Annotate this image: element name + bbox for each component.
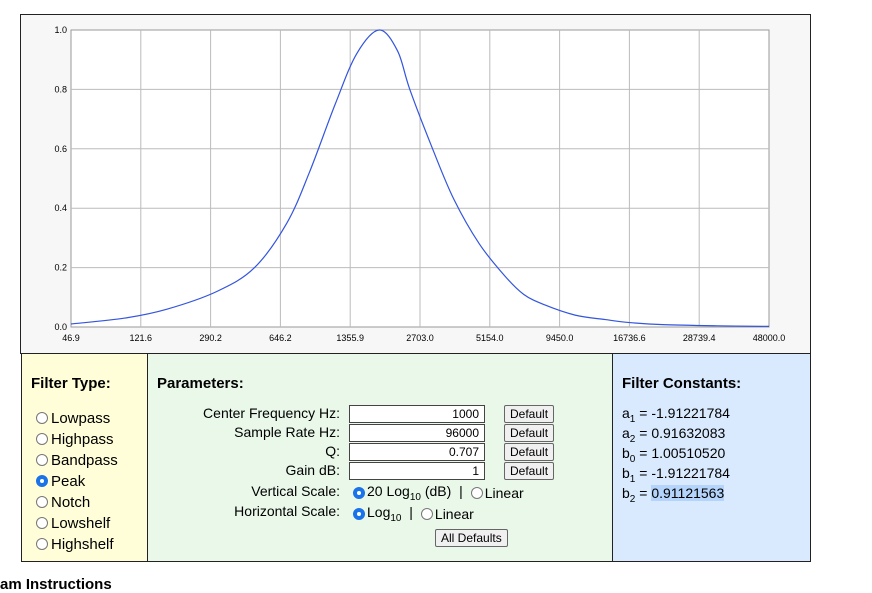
y-tick-label: 0.8 [54, 84, 67, 94]
horizontal-scale-log-radio[interactable] [353, 507, 365, 520]
x-tick-label: 290.2 [199, 333, 222, 343]
center-frequency-input[interactable]: 1000 [349, 405, 485, 423]
filter-type-radio[interactable] [36, 433, 48, 445]
filter-constants-title: Filter Constants: [622, 375, 742, 392]
filter-type-option-lowpass[interactable]: Lowpass [36, 408, 110, 428]
filter-type-option-notch[interactable]: Notch [36, 492, 90, 512]
vertical-scale-linear-radio[interactable] [470, 486, 483, 499]
filter-constant-row: a1 = -1.91221784 [622, 405, 730, 425]
constant-name: b1 [622, 465, 636, 485]
center-frequency-label: Center Frequency Hz: [203, 405, 340, 421]
y-tick-label: 0.4 [54, 203, 67, 213]
filter-constants-panel: Filter Constants: a1 = -1.91221784 a2 = 0… [613, 354, 810, 561]
frequency-response-plot: 46.9 121.6 290.2 646.2 1355.9 2703.0 5154.0 945… [20, 14, 811, 354]
constant-name: a2 [622, 425, 636, 445]
vertical-scale-options: 20 Log10 (dB) | Linear [353, 483, 524, 503]
horizontal-scale-label: Horizontal Scale: [234, 503, 340, 519]
response-curve [70, 29, 770, 328]
q-input[interactable]: 0.707 [349, 443, 485, 461]
x-tick-label: 48000.0 [753, 333, 786, 343]
y-tick-label: 1.0 [54, 25, 67, 35]
filter-type-label: Highpass [51, 430, 114, 448]
filter-constant-row: b0 = 1.00510520 [622, 445, 725, 465]
instructions-heading: am Instructions [0, 576, 112, 593]
filter-type-label: Highshelf [51, 535, 114, 553]
center-frequency-default-button[interactable]: Default [504, 405, 555, 423]
horizontal-scale-options: Log10 | Linear [353, 504, 474, 524]
horizontal-scale-linear-label: Linear [434, 505, 474, 522]
x-tick-label: 28739.4 [683, 333, 716, 343]
sample-rate-input[interactable]: 96000 [349, 424, 485, 442]
filter-type-radio[interactable] [36, 538, 48, 550]
constant-equals: = [635, 425, 652, 441]
constant-equals: = [635, 485, 652, 501]
x-tick-label: 2703.0 [406, 333, 434, 343]
y-tick-label: 0.6 [54, 144, 67, 154]
filter-type-label: Lowshelf [51, 514, 111, 532]
x-tick-label: 646.2 [269, 333, 292, 343]
x-tick-label: 1355.9 [336, 333, 364, 343]
vertical-scale-db-label: 20 Log10 (dB) | [367, 483, 463, 503]
filter-type-label: Lowpass [51, 409, 111, 427]
constant-name: b2 [622, 485, 636, 505]
sample-rate-label: Sample Rate Hz: [234, 424, 340, 440]
filter-type-label: Notch [51, 493, 91, 511]
parameters-title: Parameters: [157, 375, 244, 392]
filter-type-option-highshelf[interactable]: Highshelf [36, 534, 114, 554]
filter-constant-row: b1 = -1.91221784 [622, 465, 730, 485]
filter-type-panel: Filter Type: Lowpass Highpass Bandpass Peak… [22, 354, 148, 561]
constant-name: b0 [622, 445, 636, 465]
x-tick-label: 121.6 [130, 333, 153, 343]
x-tick-label: 5154.0 [476, 333, 504, 343]
filter-type-radio[interactable] [36, 475, 48, 487]
vertical-scale-db-radio[interactable] [353, 486, 365, 499]
filter-type-label: Peak [51, 472, 86, 490]
vertical-scale-label: Vertical Scale: [251, 483, 340, 499]
filter-type-radio[interactable] [36, 517, 48, 529]
filter-type-option-lowshelf[interactable]: Lowshelf [36, 513, 110, 533]
horizontal-scale-log-label: Log10 | [367, 504, 413, 524]
parameters-panel: Parameters: Center Frequency Hz: 1000 De… [148, 354, 613, 561]
x-tick-label: 9450.0 [546, 333, 574, 343]
all-defaults-button[interactable]: All Defaults [435, 529, 508, 547]
q-default-button[interactable]: Default [504, 443, 555, 461]
filter-type-label: Bandpass [51, 451, 118, 469]
filter-type-title: Filter Type: [31, 375, 111, 392]
y-tick-label: 0.0 [54, 322, 67, 332]
constant-name: a1 [622, 405, 636, 425]
constant-equals: = [635, 465, 652, 481]
constant-value: -1.91221784 [651, 465, 730, 481]
vertical-scale-linear-label: Linear [484, 484, 524, 501]
filter-type-radio[interactable] [36, 412, 48, 424]
filter-constant-row: b2 = 0.91121563 [622, 485, 725, 505]
gain-label: Gain dB: [285, 462, 340, 478]
response-chart-svg: 46.9 121.6 290.2 646.2 1355.9 2703.0 5154.0 945… [54, 25, 786, 343]
constant-value: 1.00510520 [651, 445, 726, 461]
gain-input[interactable]: 1 [349, 462, 485, 480]
constant-value: 0.91632083 [651, 425, 726, 441]
filter-type-radio[interactable] [36, 496, 48, 508]
gain-default-button[interactable]: Default [504, 462, 555, 480]
constant-equals: = [635, 405, 652, 421]
filter-type-option-bandpass[interactable]: Bandpass [36, 450, 118, 470]
sample-rate-default-button[interactable]: Default [504, 424, 555, 442]
q-label: Q: [325, 443, 340, 459]
filter-type-radio[interactable] [36, 454, 48, 466]
x-tick-label: 46.9 [62, 333, 80, 343]
constant-value: 0.91121563 [651, 485, 725, 501]
filter-constant-row: a2 = 0.91632083 [622, 425, 725, 445]
x-tick-label: 16736.6 [613, 333, 646, 343]
filter-type-option-peak[interactable]: Peak [36, 471, 85, 491]
y-tick-label: 0.2 [54, 263, 67, 273]
filter-type-option-highpass[interactable]: Highpass [36, 429, 114, 449]
constant-equals: = [635, 445, 652, 461]
horizontal-scale-linear-radio[interactable] [420, 507, 433, 520]
constant-value: -1.91221784 [651, 405, 730, 421]
control-panels: Filter Type: Lowpass Highpass Bandpass Peak… [21, 353, 811, 562]
